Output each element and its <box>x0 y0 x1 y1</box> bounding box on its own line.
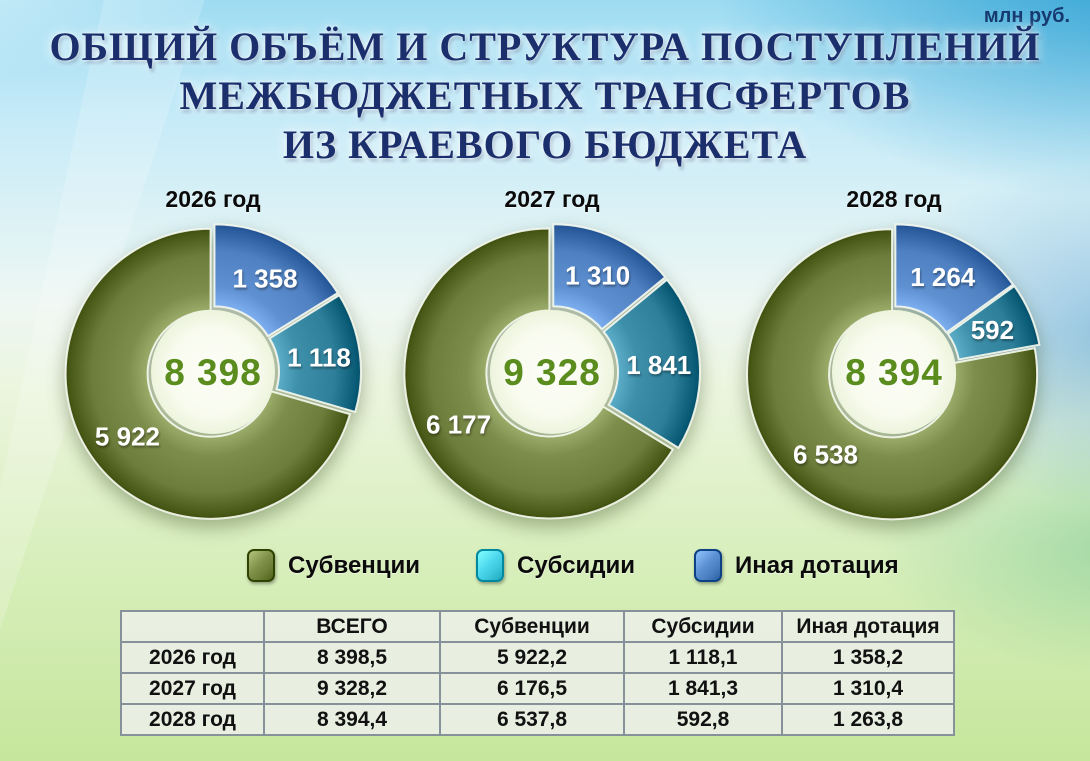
donut-chart-2028: 2028 год 1 264 592 6 538 8 394 <box>744 186 1044 522</box>
table-head: ВСЕГО Субвенции Субсидии Иная дотация <box>120 610 955 643</box>
title-line-3: ИЗ КРАЕВОГО БЮДЖЕТА <box>282 122 808 167</box>
table-row: 2026 год 8 398,5 5 922,2 1 118,1 1 358,2 <box>120 641 955 674</box>
donut-total-label: 9 328 <box>503 352 601 393</box>
legend-item-Иная дотация: Иная дотация <box>694 549 899 582</box>
slice-value-label: 1 264 <box>910 262 976 292</box>
donut-slice-Субсидии <box>268 293 362 414</box>
legend-label: Субвенции <box>288 551 421 579</box>
legend-swatch-icon <box>476 549 504 582</box>
slice-value-label: 592 <box>971 315 1014 345</box>
slice-value-label: 1 118 <box>287 343 351 373</box>
table-header-cell: Иная дотация <box>781 610 955 643</box>
donut-svg: 1 264 592 6 538 8 394 <box>746 223 1041 521</box>
table-cell: 8 398,5 <box>263 641 441 674</box>
slice-value-label: 1 358 <box>233 264 298 294</box>
table-cell: 2027 год <box>120 672 265 705</box>
donut-slice-Иная дотация <box>213 223 340 338</box>
donut-slice-Субсидии <box>946 284 1041 361</box>
donut-chart-2027: 2027 год 1 310 1 841 6 177 9 328 <box>402 186 702 522</box>
table-body: 2026 год 8 398,5 5 922,2 1 118,1 1 358,2 2027… <box>120 641 955 736</box>
title-line-1: ОБЩИЙ ОБЪЁМ И СТРУКТУРА ПОСТУПЛЕНИЙ <box>49 24 1041 69</box>
page-title: ОБЩИЙ ОБЪЁМ И СТРУКТУРА ПОСТУПЛЕНИЙ МЕЖБ… <box>0 22 1090 169</box>
donut-hole <box>490 310 614 434</box>
table-row: 2028 год 8 394,4 6 537,8 592,8 1 263,8 <box>120 703 955 736</box>
table-cell: 9 328,2 <box>263 672 441 705</box>
table-cell: 1 841,3 <box>623 672 783 705</box>
donut-svg: 1 310 1 841 6 177 9 328 <box>403 223 701 520</box>
table-cell: 1 118,1 <box>623 641 783 674</box>
table-header-cell <box>120 610 265 643</box>
slice-value-label: 6 538 <box>793 439 858 469</box>
chart-year-label: 2028 год <box>846 186 942 212</box>
summary-table: ВСЕГО Субвенции Субсидии Иная дотация 2026 … <box>120 610 955 736</box>
slice-value-label: 6 177 <box>426 409 491 439</box>
donut-chart-2026: 2026 год 1 358 1 118 5 922 8 398 <box>63 186 363 522</box>
table-cell: 6 537,8 <box>439 703 625 736</box>
donut-slice-Субвенции <box>64 227 352 520</box>
table-cell: 592,8 <box>623 703 783 736</box>
donut-slice-Иная дотация <box>552 223 667 331</box>
legend-item-Субвенции: Субвенции <box>247 549 420 582</box>
chart-legend: Субвенции Субсидии Иная дотация <box>0 549 1090 585</box>
table-cell: 8 394,4 <box>263 703 441 736</box>
table-cell: 6 176,5 <box>439 672 625 705</box>
legend-label: Иная дотация <box>735 551 899 579</box>
donut-slice-Субвенции <box>403 227 675 520</box>
table-cell: 5 922,2 <box>439 641 625 674</box>
title-line-2: МЕЖБЮДЖЕТНЫХ ТРАНСФЕРТОВ <box>179 73 911 118</box>
slice-value-label: 5 922 <box>95 421 160 451</box>
legend-label: Субсидии <box>517 551 636 579</box>
chart-year-label: 2026 год <box>165 186 261 212</box>
table-cell: 1 263,8 <box>781 703 955 736</box>
table-cell: 1 358,2 <box>781 641 955 674</box>
legend-swatch-icon <box>247 549 275 582</box>
donut-slice-Иная дотация <box>894 223 1015 334</box>
table-header-cell: ВСЕГО <box>263 610 441 643</box>
slice-value-label: 1 310 <box>565 260 630 290</box>
slice-value-label: 1 841 <box>626 350 691 380</box>
table-cell: 1 310,4 <box>781 672 955 705</box>
legend-item-Субсидии: Субсидии <box>476 549 635 582</box>
donut-total-label: 8 394 <box>845 352 943 393</box>
table-header-row: ВСЕГО Субвенции Субсидии Иная дотация <box>120 610 955 643</box>
table-cell: 2028 год <box>120 703 265 736</box>
legend-swatch-icon <box>694 549 722 582</box>
unit-label: млн руб. <box>983 5 1070 27</box>
table-row: 2027 год 9 328,2 6 176,5 1 841,3 1 310,4 <box>120 672 955 705</box>
donut-hole <box>151 310 275 434</box>
donut-slice-Субвенции <box>746 228 1039 521</box>
table-header-cell: Субсидии <box>623 610 783 643</box>
donut-hole <box>832 310 956 434</box>
donut-slice-Субсидии <box>602 278 701 450</box>
chart-year-label: 2027 год <box>504 186 600 212</box>
donut-total-label: 8 398 <box>164 352 262 393</box>
table-cell: 2026 год <box>120 641 265 674</box>
table-header-cell: Субвенции <box>439 610 625 643</box>
